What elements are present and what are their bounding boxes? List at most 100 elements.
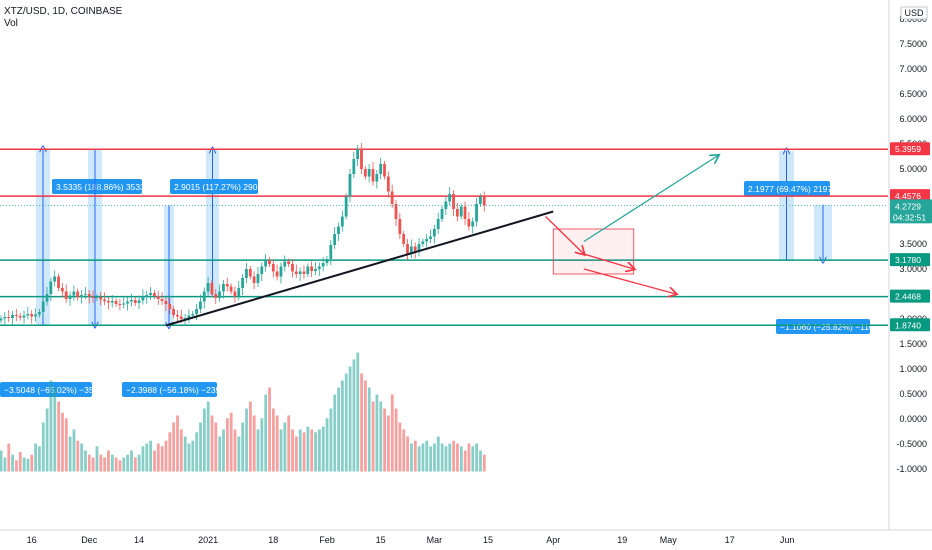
volume-bar — [222, 429, 225, 472]
volume-bar — [84, 450, 87, 472]
volume-bar — [456, 443, 459, 472]
candle-body — [195, 309, 198, 314]
candle-body — [106, 301, 110, 303]
volume-bar — [402, 429, 406, 472]
candle-body — [225, 284, 229, 287]
candle-body — [95, 297, 99, 298]
volume-bar — [49, 380, 53, 472]
candle-body — [99, 297, 103, 300]
volume-bar — [41, 422, 45, 472]
candle-body — [356, 149, 360, 159]
candle-body — [129, 300, 133, 302]
volume-bar — [344, 373, 348, 472]
candle-body — [440, 209, 444, 219]
volume-bar — [45, 408, 49, 472]
candle-body — [363, 169, 367, 177]
volume-bar — [110, 454, 114, 472]
volume-bar — [206, 401, 210, 472]
price-tick-label: -0.5000 — [896, 439, 927, 449]
volume-bar — [425, 440, 429, 472]
volume-bar — [337, 387, 340, 472]
candle-body — [83, 294, 87, 295]
candle-body — [222, 284, 225, 292]
candle-body — [256, 274, 260, 283]
candle-body — [206, 283, 210, 292]
volume-bar — [156, 443, 160, 472]
candle-body — [302, 271, 306, 274]
level-price-label: 1.8740 — [895, 320, 921, 330]
candle-body — [402, 234, 406, 244]
candle-body — [260, 266, 264, 274]
volume-bar — [475, 443, 479, 472]
volume-bar — [133, 457, 137, 472]
candle-body — [0, 318, 3, 321]
volume-bar — [367, 387, 371, 472]
volume-bar — [245, 408, 248, 472]
candle-body — [475, 204, 478, 222]
volume-bar — [218, 436, 222, 472]
time-tick-label: Mar — [427, 535, 443, 545]
candle-body — [444, 201, 448, 209]
candle-body — [91, 296, 95, 298]
volume-bar — [375, 394, 379, 472]
volume-bar — [440, 443, 444, 472]
volume-bar — [187, 443, 191, 472]
candle-body — [329, 245, 333, 259]
volume-bar — [279, 429, 283, 472]
volume-bar — [61, 412, 64, 472]
level-price-tag — [890, 142, 930, 156]
candle-body — [57, 276, 60, 288]
candle-body — [72, 291, 76, 296]
time-tick-label: Apr — [546, 535, 560, 545]
candle-body — [360, 149, 363, 169]
level-price-tag — [890, 189, 930, 203]
candle-body — [22, 315, 26, 318]
volume-bar — [298, 429, 302, 472]
volume-bar — [390, 394, 394, 472]
volume-bar — [149, 440, 153, 472]
volume-bar — [160, 446, 164, 472]
candle-body — [409, 246, 413, 254]
candle-body — [137, 300, 141, 303]
volume-bar — [210, 415, 214, 472]
time-tick-label: 15 — [376, 535, 386, 545]
projection-arrow — [583, 253, 634, 269]
candle-body — [237, 288, 241, 297]
volume-bar — [264, 394, 268, 472]
candle-body — [145, 295, 149, 297]
candle-body — [459, 206, 463, 217]
volume-bar — [352, 359, 356, 472]
volume-bar — [72, 429, 76, 472]
time-tick-label: 17 — [725, 535, 735, 545]
volume-bar — [195, 432, 199, 472]
price-tick-label: 6.5000 — [899, 89, 927, 99]
candle-body — [321, 263, 325, 267]
candle-body — [133, 300, 137, 303]
candle-body — [156, 296, 160, 299]
candle-body — [298, 271, 302, 274]
candle-body — [271, 264, 275, 272]
volume-bar — [214, 422, 218, 472]
candle-body — [187, 315, 191, 318]
candle-body — [463, 206, 467, 219]
candle-body — [241, 278, 245, 288]
price-tick-label: 7.0000 — [899, 64, 927, 74]
time-tick-label: 19 — [617, 535, 627, 545]
volume-bar — [310, 429, 314, 472]
last-price-tag — [890, 199, 932, 224]
candle-body — [294, 271, 298, 274]
candle-body — [3, 317, 7, 319]
volume-bar — [329, 408, 333, 472]
time-tick-label: Feb — [319, 535, 335, 545]
candle-body — [30, 314, 34, 317]
candle-body — [344, 196, 348, 217]
symbol-title[interactable]: XTZ/USD, 1D, COINBASE — [4, 6, 123, 17]
volume-bar — [482, 454, 486, 472]
volume-bar — [364, 380, 367, 472]
time-tick-label: 16 — [27, 535, 37, 545]
volume-bar — [30, 454, 34, 472]
volume-bar — [306, 426, 310, 472]
volume-bar — [179, 429, 183, 472]
volume-bar — [325, 418, 329, 472]
